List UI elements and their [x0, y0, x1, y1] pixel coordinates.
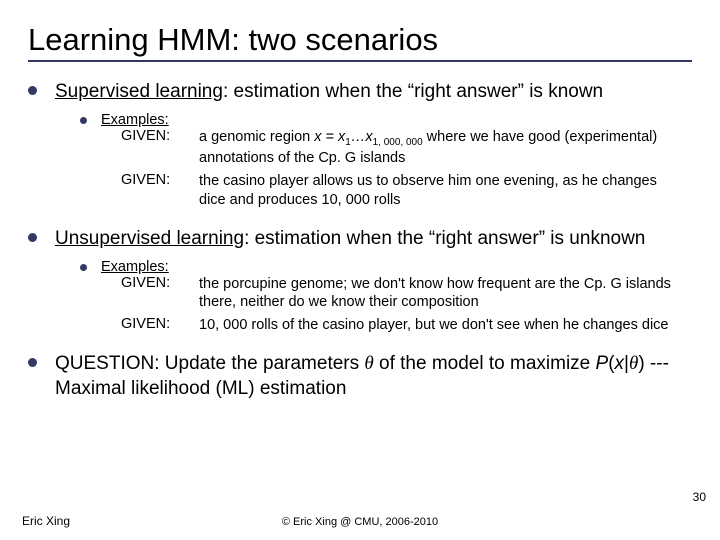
given-label: GIVEN:: [121, 128, 199, 168]
title-rule: [28, 60, 692, 62]
heading-underlined: Unsupervised learning: [55, 228, 244, 249]
unsupervised-heading: Unsupervised learning: estimation when t…: [28, 227, 692, 251]
examples-row: Examples: GIVEN: a genomic region x = x1…: [80, 112, 692, 213]
slide-title: Learning HMM: two scenarios: [28, 22, 692, 58]
given-row: GIVEN: a genomic region x = x1…x1, 000, …: [121, 128, 679, 168]
given-text: the casino player allows us to observe h…: [199, 172, 679, 209]
given-label: GIVEN:: [121, 172, 199, 209]
footer-author: Eric Xing: [22, 514, 70, 528]
bullet-icon: [28, 86, 37, 95]
given-text: a genomic region x = x1…x1, 000, 000 whe…: [199, 128, 679, 168]
examples-row: Examples: GIVEN: the porcupine genome; w…: [80, 259, 692, 339]
bullet-icon: [80, 117, 87, 124]
given-row: GIVEN: the casino player allows us to ob…: [121, 172, 679, 209]
given-row: GIVEN: 10, 000 rolls of the casino playe…: [121, 316, 679, 335]
bullet-icon: [28, 233, 37, 242]
supervised-heading: Supervised learning: estimation when the…: [28, 80, 692, 104]
given-row: GIVEN: the porcupine genome; we don't kn…: [121, 275, 679, 312]
bullet-icon: [80, 264, 87, 271]
given-text: 10, 000 rolls of the casino player, but …: [199, 316, 669, 335]
heading-rest: : estimation when the “right answer” is …: [223, 81, 603, 102]
heading-underlined: Supervised learning: [55, 81, 223, 102]
heading-text: Supervised learning: estimation when the…: [55, 80, 603, 104]
question-text: QUESTION: Update the parameters θ of the…: [55, 352, 692, 401]
page-number: 30: [693, 490, 706, 504]
given-label: GIVEN:: [121, 275, 199, 312]
footer-copyright: © Eric Xing @ CMU, 2006-2010: [282, 516, 438, 528]
unsupervised-sublist: Examples: GIVEN: the porcupine genome; w…: [80, 259, 692, 339]
bullet-icon: [28, 358, 37, 367]
examples-label: Examples:: [101, 112, 679, 128]
given-label: GIVEN:: [121, 316, 199, 335]
heading-rest: : estimation when the “right answer” is …: [244, 228, 645, 249]
question-block: QUESTION: Update the parameters θ of the…: [28, 352, 692, 401]
examples-label: Examples:: [101, 259, 679, 275]
heading-text: Unsupervised learning: estimation when t…: [55, 227, 645, 251]
supervised-sublist: Examples: GIVEN: a genomic region x = x1…: [80, 112, 692, 213]
given-text: the porcupine genome; we don't know how …: [199, 275, 679, 312]
